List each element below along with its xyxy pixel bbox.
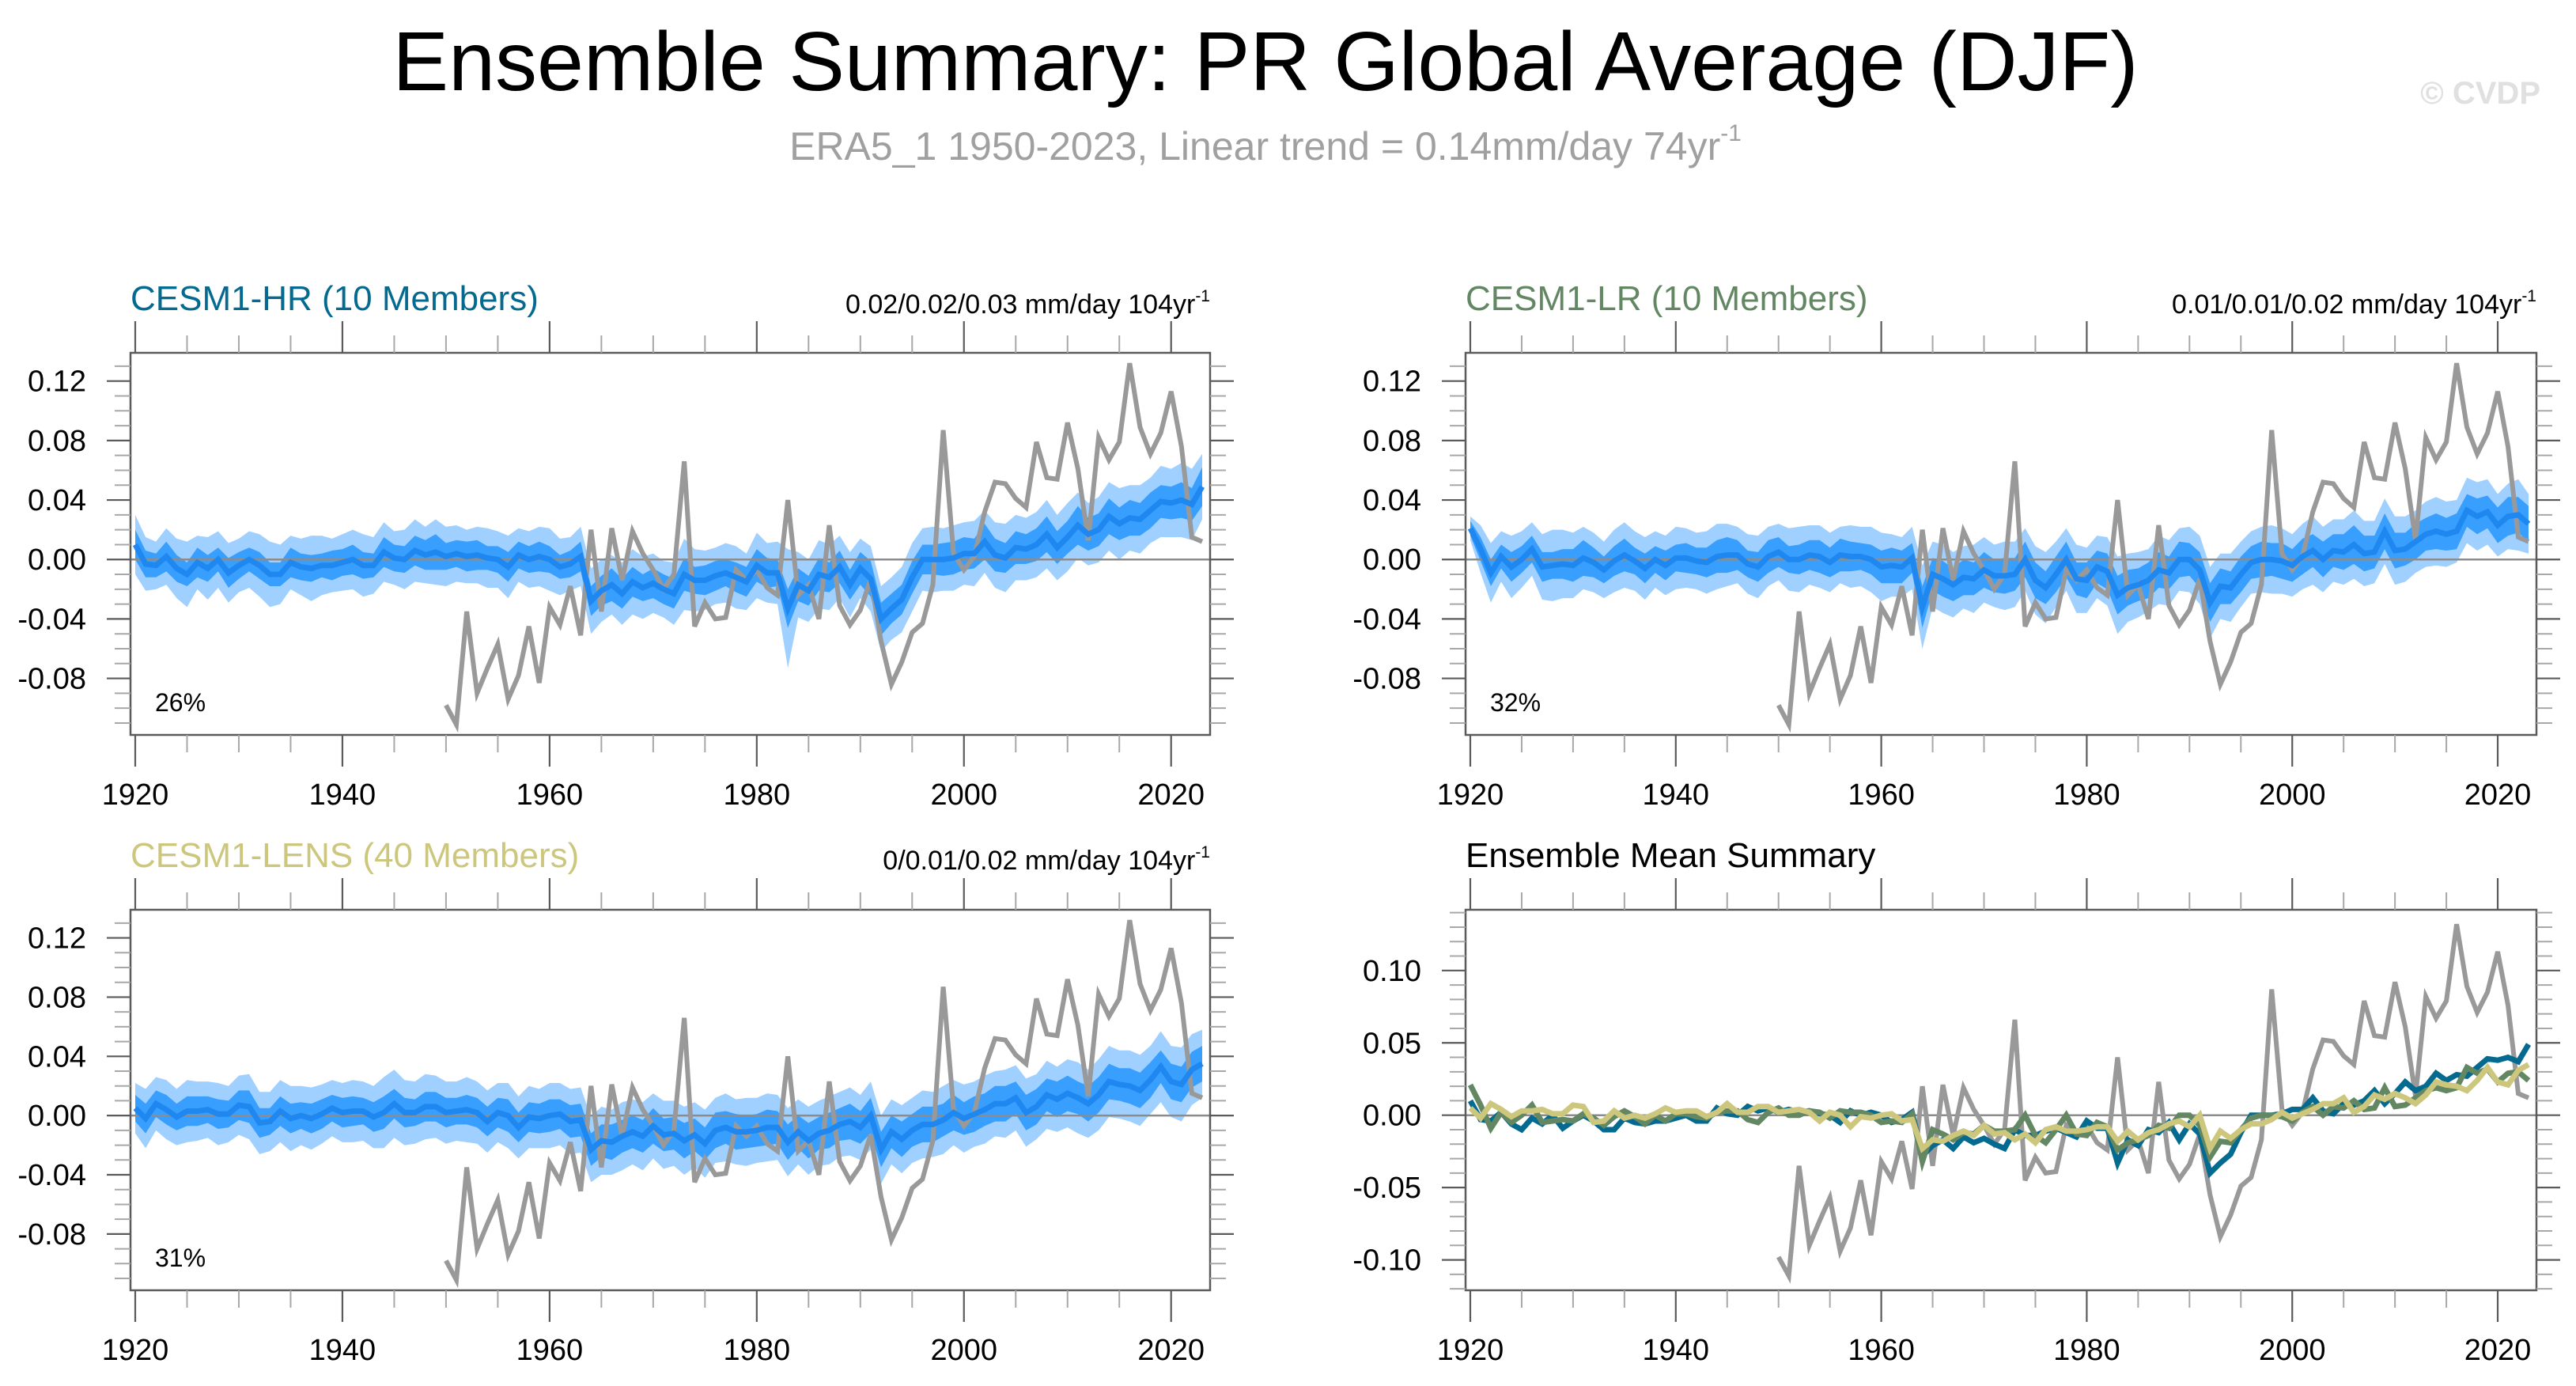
- y-tick-label: 0.12: [28, 922, 86, 956]
- plot-area: [131, 919, 1210, 1289]
- y-tick-label: 0.12: [1363, 365, 1421, 399]
- plot-area: [131, 362, 1210, 733]
- y-tick-label: 0.08: [28, 425, 86, 458]
- ensemble-mean-line: [132, 485, 1205, 625]
- panel-title: CESM1-HR (10 Members): [131, 279, 539, 318]
- x-tick-label: 1940: [309, 1334, 376, 1367]
- y-tick-label: -0.04: [1352, 603, 1421, 636]
- y-tick-label: -0.04: [17, 1159, 86, 1192]
- subtitle-text: ERA5_1 1950-2023, Linear trend = 0.14mm/…: [789, 124, 1720, 169]
- x-tick-label: 1940: [309, 778, 376, 812]
- x-tick-label: 1960: [516, 1334, 584, 1367]
- y-tick-label: 0.00: [1363, 1100, 1421, 1133]
- subtitle-superscript: -1: [1720, 120, 1742, 146]
- panels: CESM1-HR (10 Members) 0.02/0.02/0.03 mm/d…: [17, 279, 2560, 1367]
- y-tick-label: 0.00: [28, 1100, 86, 1133]
- x-tick-label: 1960: [1848, 1334, 1915, 1367]
- y-tick-label: -0.05: [1352, 1172, 1421, 1205]
- ensemble-mean-line: [133, 1061, 1204, 1157]
- plot-area: [1466, 362, 2536, 733]
- y-tick-label: 0.08: [1363, 425, 1421, 458]
- observations-line-era5: [444, 362, 1204, 733]
- panel-title: CESM1-LENS (40 Members): [131, 836, 579, 875]
- trend-superscript: -1: [1195, 287, 1210, 305]
- panel-title: Ensemble Mean Summary: [1466, 836, 1875, 875]
- x-tick-label: 1920: [1437, 778, 1504, 812]
- y-tick-label: -0.08: [1352, 663, 1421, 696]
- percent-label: 26%: [155, 688, 206, 717]
- x-tick-label: 1980: [724, 778, 791, 812]
- y-tick-label: -0.04: [17, 603, 86, 636]
- trend-text: 0.02/0.02/0.03 mm/day 104yr: [845, 290, 1195, 320]
- x-tick-label: 2020: [2464, 1334, 2532, 1367]
- y-tick-label: 0.00: [1363, 543, 1421, 577]
- y-tick-label: 0.12: [28, 365, 86, 399]
- y-tick-label: 0.04: [28, 484, 86, 517]
- trend-text: 0/0.01/0.02 mm/day 104yr: [883, 846, 1195, 876]
- x-tick-label: 1920: [102, 778, 169, 812]
- panel-summary: Ensemble Mean Summary 1920 1940 1960 1980 200…: [1352, 836, 2560, 1367]
- trend-superscript: -1: [1195, 843, 1210, 862]
- x-tick-label: 2020: [2464, 778, 2532, 812]
- x-tick-label: 2020: [1137, 1334, 1205, 1367]
- figure-title: Ensemble Summary: PR Global Average (DJF…: [392, 15, 2138, 108]
- y-tick-label: 0.05: [1363, 1027, 1421, 1060]
- y-tick-label: 0.00: [28, 543, 86, 577]
- plot-area: [1466, 923, 2536, 1284]
- observations-line-era5: [444, 919, 1204, 1289]
- x-tick-label: 1960: [1848, 778, 1915, 812]
- panel-title: CESM1-LR (10 Members): [1466, 279, 1868, 318]
- x-tick-label: 1980: [2053, 778, 2120, 812]
- y-tick-label: -0.08: [17, 1218, 86, 1252]
- x-tick-label: 1940: [1643, 778, 1710, 812]
- band-10-90-percentile: [135, 1029, 1202, 1184]
- panel-hr: CESM1-HR (10 Members) 0.02/0.02/0.03 mm/d…: [17, 279, 1234, 812]
- trend-label: 0/0.01/0.02 mm/day 104yr-1: [883, 843, 1210, 876]
- x-tick-label: 2000: [2259, 1334, 2326, 1367]
- panel-lr: CESM1-LR (10 Members) 0.01/0.01/0.02 mm/d…: [1352, 279, 2560, 812]
- trend-label: 0.02/0.02/0.03 mm/day 104yr-1: [845, 287, 1210, 320]
- y-tick-label: -0.10: [1352, 1244, 1421, 1278]
- x-tick-label: 1940: [1643, 1334, 1710, 1367]
- trend-text: 0.01/0.01/0.02 mm/day 104yr: [2172, 290, 2521, 320]
- x-tick-label: 2020: [1137, 778, 1205, 812]
- x-tick-label: 1920: [1437, 1334, 1504, 1367]
- y-tick-label: -0.08: [17, 663, 86, 696]
- y-tick-label: 0.08: [28, 981, 86, 1014]
- percent-label: 32%: [1490, 688, 1541, 717]
- band-25-75-percentile: [1470, 494, 2529, 628]
- ensemble-mean-line-lens: [1468, 1062, 2530, 1156]
- x-tick-label: 1960: [516, 778, 584, 812]
- ensemble-mean-line: [1467, 506, 2531, 619]
- y-tick-label: 0.04: [28, 1040, 86, 1074]
- percent-label: 31%: [155, 1244, 206, 1272]
- panel-lens: CESM1-LENS (40 Members) 0/0.01/0.02 mm/da…: [17, 836, 1234, 1367]
- trend-superscript: -1: [2521, 287, 2536, 305]
- x-tick-label: 2000: [930, 1334, 997, 1367]
- figure-subtitle: ERA5_1 1950-2023, Linear trend = 0.14mm/…: [789, 120, 1742, 169]
- x-tick-label: 1980: [724, 1334, 791, 1367]
- x-tick-label: 2000: [2259, 778, 2326, 812]
- x-tick-label: 1920: [102, 1334, 169, 1367]
- cvdp-watermark: © CVDP: [2420, 76, 2540, 111]
- trend-label: 0.01/0.01/0.02 mm/day 104yr-1: [2172, 287, 2536, 320]
- y-tick-label: 0.04: [1363, 484, 1421, 517]
- x-tick-label: 2000: [930, 778, 997, 812]
- y-tick-label: 0.10: [1363, 955, 1421, 988]
- x-tick-label: 1980: [2053, 1334, 2120, 1367]
